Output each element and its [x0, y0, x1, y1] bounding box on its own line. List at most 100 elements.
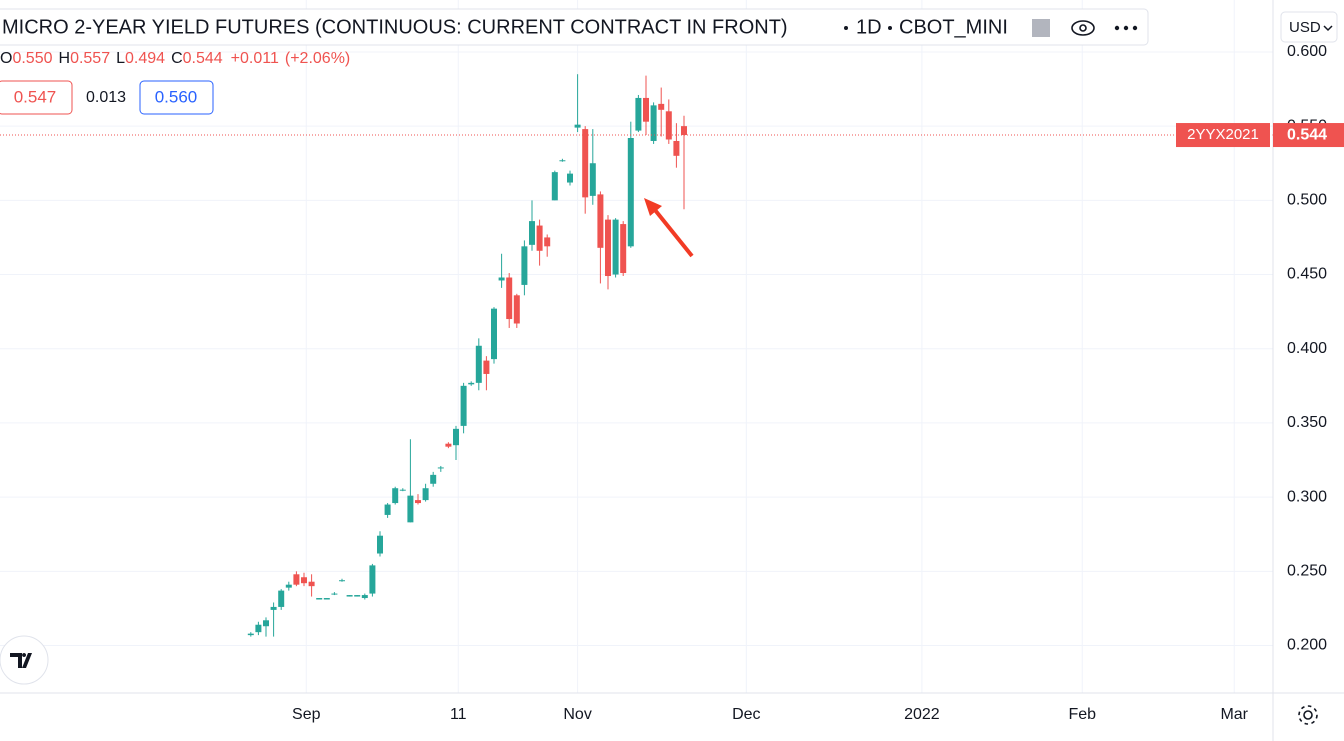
candle-body — [263, 620, 269, 627]
legend-label: H — [59, 50, 71, 67]
legend-value: 0.550 — [12, 50, 52, 67]
candle-body — [278, 590, 285, 607]
candle-body — [399, 489, 406, 491]
candle-body — [377, 535, 383, 554]
candle-body — [475, 345, 482, 383]
candle-body — [483, 360, 490, 374]
ohlc-legend: O0.550 H0.557 L0.494 C0.544 +0.011 (+2.06%) — [0, 50, 350, 67]
y-tick-label: 0.450 — [1287, 266, 1327, 283]
candle-body — [270, 606, 277, 610]
legend-value: 0.557 — [70, 50, 110, 67]
candle-body — [316, 598, 323, 600]
grid — [0, 0, 1273, 693]
candle-body — [597, 194, 604, 248]
symbol-label: 2YYX2021 — [1187, 126, 1259, 143]
sell-button[interactable] — [0, 80, 73, 115]
candle-body — [673, 140, 680, 156]
candle-body — [521, 246, 528, 285]
candle-body — [627, 138, 634, 247]
buy-price: 0.560 — [155, 87, 198, 106]
candle-body — [445, 443, 452, 447]
candle-body — [407, 495, 414, 523]
currency: USD — [1289, 19, 1321, 36]
spread: 0.013 — [86, 89, 126, 106]
legend-change: +0.011 — [231, 50, 279, 67]
candle-body — [589, 163, 596, 196]
x-tick-label: 11 — [450, 706, 467, 723]
x-tick-label: Mar — [1220, 706, 1248, 723]
x-tick-label: 2022 — [904, 706, 940, 723]
candle-body — [551, 172, 558, 201]
candle-body — [536, 225, 543, 251]
logo-mark — [10, 653, 32, 668]
candle-body — [529, 221, 535, 245]
legend-change-pct: (+2.06%) — [285, 50, 350, 67]
legend-label: C — [171, 50, 183, 67]
sell-price: 0.547 — [14, 87, 57, 106]
candle-body — [346, 595, 353, 597]
candle-body — [331, 593, 338, 595]
more-icon[interactable] — [1114, 25, 1138, 31]
candle-body — [460, 385, 467, 426]
candle-body — [361, 595, 368, 599]
candle-body — [247, 633, 254, 636]
flag-icon[interactable] — [1032, 19, 1050, 37]
candle-body — [285, 584, 292, 588]
logo[interactable] — [0, 635, 49, 685]
candle-body — [301, 577, 307, 584]
candle-body — [582, 129, 589, 198]
candle-body — [605, 219, 611, 277]
y-tick-label: 0.500 — [1287, 192, 1327, 209]
candle-body — [513, 295, 520, 324]
legend-label: L — [116, 50, 125, 67]
candle-body — [650, 105, 657, 141]
candle-body — [468, 382, 475, 385]
y-tick-label: 0.250 — [1287, 563, 1327, 580]
buy-button[interactable] — [139, 80, 214, 115]
legend-value: 0.494 — [125, 50, 165, 67]
candle-body — [643, 97, 649, 122]
candle-body — [392, 488, 399, 504]
x-tick-label: Sep — [292, 706, 321, 723]
candle-body — [323, 598, 330, 600]
candle-body — [574, 124, 581, 128]
interval[interactable]: 1D — [856, 16, 882, 38]
candle-body — [255, 624, 262, 633]
eye-icon[interactable] — [1071, 20, 1095, 36]
y-tick-label: 0.350 — [1287, 414, 1327, 431]
candle-body — [354, 595, 361, 597]
currency-button[interactable] — [1280, 11, 1338, 43]
candle-body — [635, 97, 642, 131]
settings-icon[interactable] — [1298, 705, 1318, 725]
y-tick-label: 0.400 — [1287, 340, 1327, 357]
candle-body — [339, 580, 345, 582]
price-badge — [1273, 123, 1344, 148]
candle-body — [369, 565, 376, 594]
y-tick-label: 0.300 — [1287, 488, 1327, 505]
candle-body — [308, 581, 315, 587]
candle-body — [612, 219, 619, 275]
candles — [0, 74, 1273, 637]
candle-body — [544, 237, 551, 247]
candle-body — [567, 173, 573, 183]
separator — [888, 26, 892, 30]
y-tick-label: 0.600 — [1287, 43, 1327, 60]
candle-body — [293, 574, 300, 585]
x-tick-label: Feb — [1068, 706, 1096, 723]
candle-body — [559, 160, 566, 162]
chart-title: MICRO 2-YEAR YIELD FUTURES (CONTINUOUS: … — [2, 16, 788, 38]
candle-body — [681, 126, 687, 136]
exchange: CBOT_MINI — [899, 16, 1008, 38]
candle-body — [620, 224, 627, 274]
last-price-label: 0.544 — [1287, 126, 1327, 143]
legend-label: O — [0, 50, 12, 67]
candle-body — [422, 488, 429, 501]
candle-body — [658, 103, 665, 110]
symbol-badge — [1176, 123, 1270, 148]
y-tick-label: 0.200 — [1287, 637, 1327, 654]
legend-value: 0.544 — [183, 50, 223, 67]
currency-caret — [1323, 25, 1333, 32]
